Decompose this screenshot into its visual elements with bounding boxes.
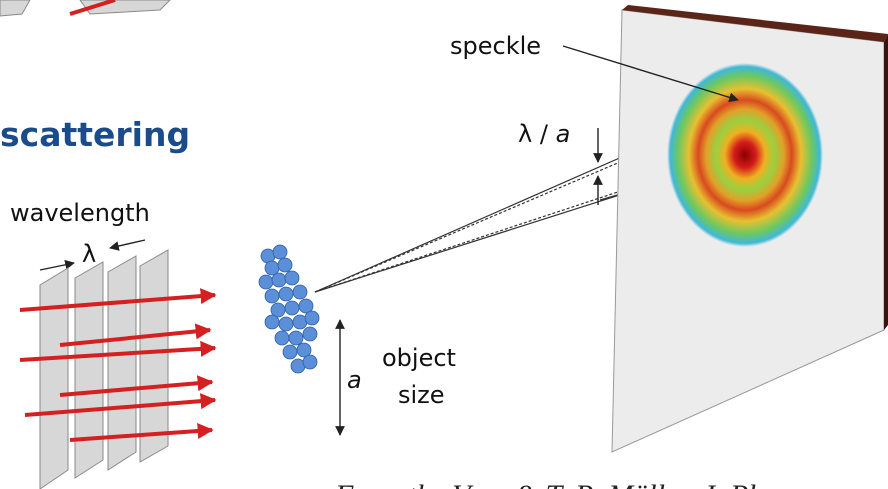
ratio-a: a [556, 120, 571, 148]
arrow [562, 45, 739, 103]
wavelength-label: wavelength [10, 199, 150, 227]
wave-planes [19, 249, 217, 489]
cropped-planes [0, 0, 171, 17]
speckle-pattern [667, 63, 823, 247]
size-symbol: a [347, 366, 362, 394]
credit: From the Vera & T. R. Müller, J. Ph [334, 479, 763, 489]
arrow [109, 239, 146, 251]
size-label: size [398, 381, 445, 409]
arrow [39, 259, 75, 271]
lambda-symbol: λ [82, 240, 96, 268]
object-blob [258, 244, 320, 374]
speckle-label: speckle [450, 32, 541, 60]
ratio-label: λ / a [518, 120, 570, 148]
heading: scattering [0, 115, 190, 154]
ratio-lambda: λ / [518, 120, 549, 148]
object-label: object [382, 344, 456, 372]
detector-screen [611, 5, 888, 453]
